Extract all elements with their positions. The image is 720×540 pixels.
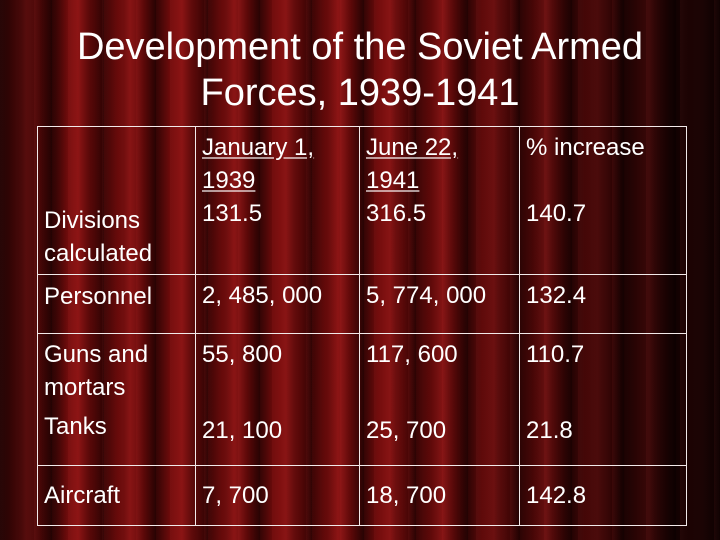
row-label-cell: Divisions calculated (37, 126, 196, 275)
cell-value: 21, 100 (202, 417, 283, 444)
column-header: 1941 (366, 167, 420, 194)
row-label: mortars (44, 374, 126, 401)
row-label: Aircraft (44, 482, 121, 509)
header-cell: % increase 140.7 (519, 126, 687, 275)
column-header: % increase (526, 134, 645, 161)
slide-title-line-2: Forces, 1939-1941 (200, 72, 520, 114)
table-cell: 140.7 (526, 200, 587, 227)
column-header: 1939 (202, 167, 256, 194)
column-header: June 22, (366, 134, 459, 161)
cell-value: 110.7 (526, 341, 585, 368)
table-cell: 131.5 (202, 200, 263, 227)
row-label: Divisions (44, 207, 141, 234)
table-cell: 55, 800 21, 100 (195, 333, 360, 466)
row-label: Tanks (44, 413, 107, 440)
row-label: Personnel (44, 283, 153, 310)
cell-value: 25, 700 (366, 417, 447, 444)
table-cell: 316.5 (366, 200, 427, 227)
row-label-cell: Aircraft (37, 465, 196, 526)
cell-value: 142.8 (526, 482, 587, 509)
table-cell: 7, 700 (195, 465, 360, 526)
cell-value: 132.4 (526, 282, 587, 309)
row-label-cell: Guns and mortars Tanks (37, 333, 196, 466)
cell-value: 117, 600 (366, 341, 458, 368)
table-cell: 117, 600 25, 700 (359, 333, 520, 466)
column-header: January 1, (202, 134, 315, 161)
table-row: Divisions calculated January 1, 1939 131… (37, 126, 687, 275)
header-cell: January 1, 1939 131.5 (195, 126, 360, 275)
table-row: Personnel 2, 485, 000 5, 774, 000 132.4 (37, 274, 687, 334)
row-label: calculated (44, 240, 153, 267)
cell-value: 18, 700 (366, 482, 447, 509)
cell-value: 5, 774, 000 (366, 282, 487, 309)
row-label: Guns and (44, 341, 149, 368)
cell-value: 2, 485, 000 (202, 282, 323, 309)
header-cell: June 22, 1941 316.5 (359, 126, 520, 275)
slide-title-line-1: Development of the Soviet Armed (76, 26, 644, 68)
table-row: Guns and mortars Tanks 55, 800 21, 100 1… (37, 333, 687, 466)
table-cell: 132.4 (519, 274, 687, 334)
row-label-cell: Personnel (37, 274, 196, 334)
cell-value: 7, 700 (202, 482, 269, 509)
table-cell: 110.7 21.8 (519, 333, 687, 466)
table-cell: 5, 774, 000 (359, 274, 520, 334)
slide-title: Development of the Soviet Armed Forces, … (0, 24, 720, 116)
cell-value: 55, 800 (202, 341, 283, 368)
table-cell: 142.8 (519, 465, 687, 526)
table-cell: 2, 485, 000 (195, 274, 360, 334)
cell-value: 21.8 (526, 417, 573, 444)
table-cell: 18, 700 (359, 465, 520, 526)
armed-forces-table: Divisions calculated January 1, 1939 131… (37, 126, 687, 526)
table-row: Aircraft 7, 700 18, 700 142.8 (37, 465, 687, 526)
